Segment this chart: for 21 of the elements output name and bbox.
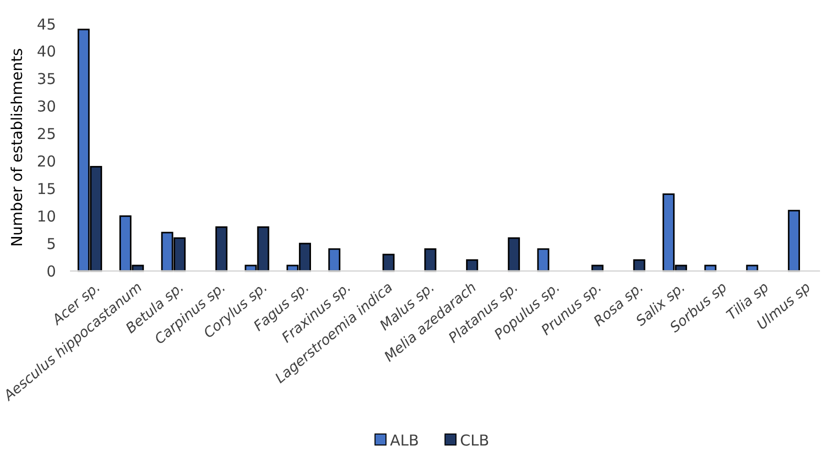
y-tick-label: 40 (36, 42, 56, 61)
y-tick-label: 0 (46, 262, 56, 280)
y-tick-label: 35 (36, 70, 56, 88)
y-tick-label: 25 (36, 125, 56, 144)
y-axis-title: Number of establishments (8, 48, 26, 247)
y-tick-label: 10 (36, 207, 56, 226)
bar (633, 259, 646, 272)
legend-label: CLB (460, 431, 490, 450)
bar (424, 248, 436, 272)
bar (508, 237, 520, 272)
y-tick-label: 45 (36, 15, 56, 34)
bar (382, 254, 395, 272)
bar (328, 248, 340, 272)
bar (215, 226, 228, 272)
y-tick-label: 30 (36, 98, 56, 116)
legend-label: ALB (390, 431, 419, 450)
bar (788, 210, 800, 272)
y-tick-label: 5 (46, 234, 56, 253)
y-tick-label: 20 (36, 152, 56, 170)
bar (537, 248, 550, 272)
y-tick-label: 15 (36, 180, 56, 198)
